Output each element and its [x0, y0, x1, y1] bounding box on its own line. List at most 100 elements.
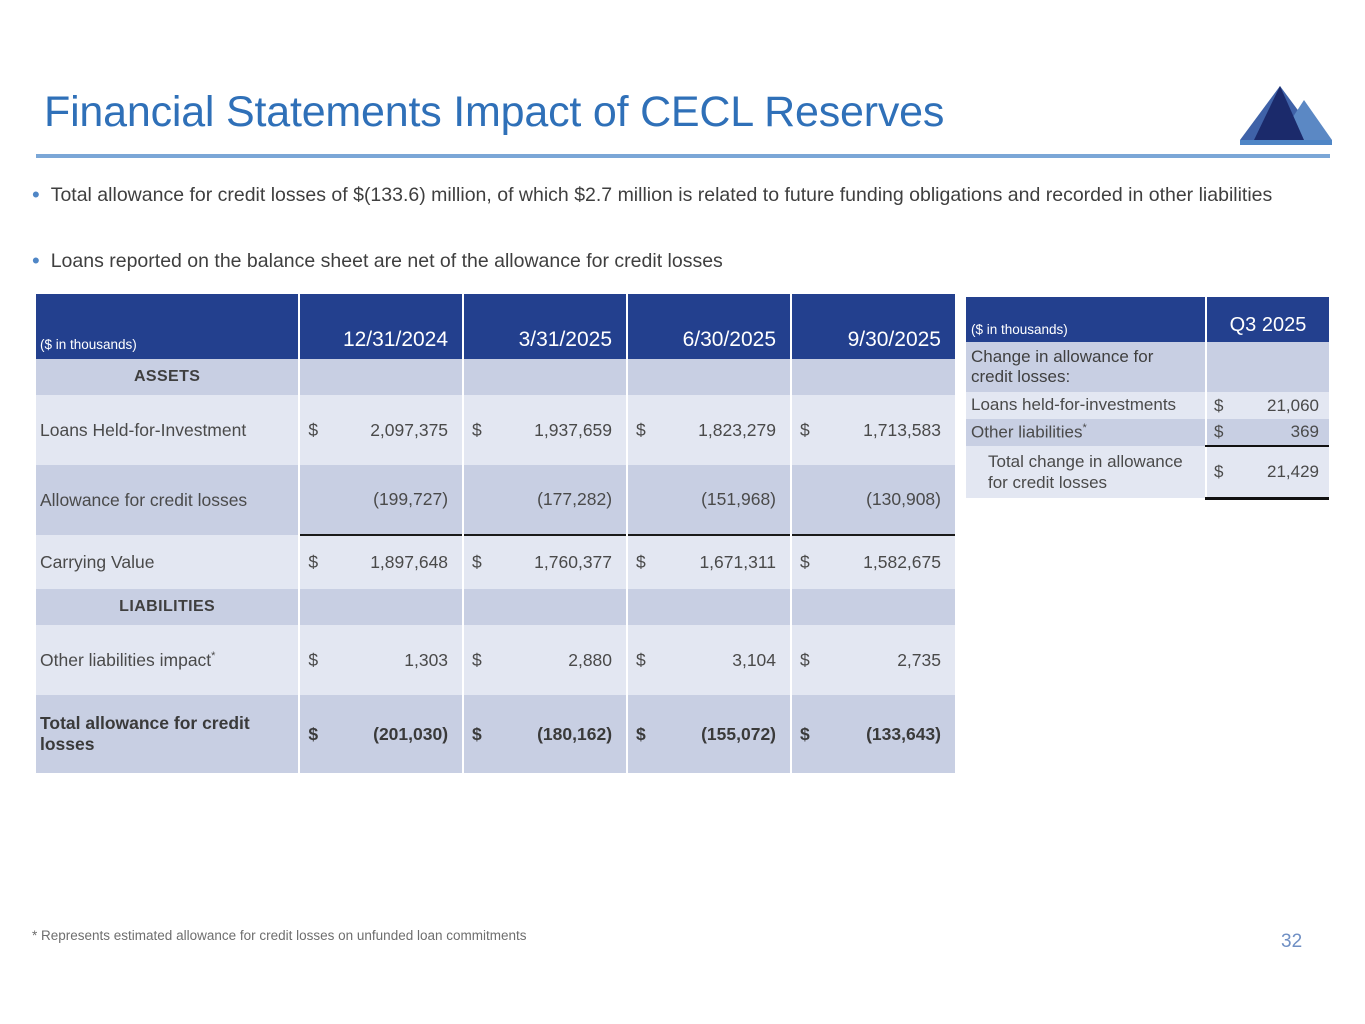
- unit-label: ($ in thousands): [966, 297, 1206, 342]
- cell-value: 2,735: [897, 649, 941, 670]
- currency-symbol: $: [462, 695, 497, 773]
- currency-symbol: $: [298, 625, 334, 695]
- spacer-cell: [790, 359, 955, 395]
- cell-value: (133,643): [866, 723, 941, 744]
- section-row-assets: ASSETS: [36, 359, 955, 395]
- cell-value: (155,072): [701, 723, 777, 744]
- cell-value: (199,727): [373, 489, 449, 509]
- currency-symbol: $: [626, 395, 661, 465]
- section-label-assets: ASSETS: [133, 368, 201, 385]
- table-row: Other liabilities impact* $ 1,303 $ 2,88…: [36, 625, 955, 695]
- column-header-q3: Q3 2025: [1204, 297, 1329, 342]
- cell-value: 1,713,583: [863, 419, 941, 440]
- currency-symbol: $: [1204, 392, 1236, 419]
- cell-value: 21,429: [1235, 446, 1329, 500]
- section-label: Change in allowance for credit losses:: [971, 346, 1154, 386]
- currency-symbol: $: [790, 695, 825, 773]
- cell-value: 1,937,659: [534, 419, 613, 440]
- currency-symbol: $: [1204, 419, 1236, 447]
- cell-value: (201,030): [373, 723, 449, 744]
- spacer-cell: [626, 359, 792, 395]
- spacer-cell: [462, 359, 628, 395]
- row-label-text: Other liabilities impact: [40, 649, 212, 670]
- spacer-cell: [298, 589, 464, 625]
- cell-value: 369: [1235, 419, 1329, 447]
- side-table-header-row: ($ in thousands) Q3 2025: [966, 297, 1329, 342]
- currency-symbol: [462, 465, 497, 535]
- currency-symbol: [790, 465, 825, 535]
- cell-value: (177,282): [537, 489, 613, 509]
- currency-symbol: [626, 465, 661, 535]
- page-number: 32: [1281, 931, 1303, 952]
- row-label: Total allowance for credit losses: [40, 713, 250, 754]
- cell-value: 2,880: [568, 649, 613, 670]
- currency-symbol: $: [626, 625, 661, 695]
- spacer-cell: [462, 589, 628, 625]
- currency-symbol: $: [462, 625, 497, 695]
- row-label: Other liabilities impact*: [36, 625, 299, 695]
- cell-value: 1,760,377: [496, 534, 628, 589]
- row-label: Other liabilities*: [966, 419, 1206, 446]
- row-label: Loans Held-for-Investment: [40, 419, 247, 440]
- section-row-liabilities: LIABILITIES: [36, 589, 955, 625]
- cell-value: 1,303: [404, 649, 449, 670]
- footnote-marker: *: [1082, 421, 1087, 434]
- row-label: Carrying Value: [40, 551, 155, 572]
- unit-label: ($ in thousands): [36, 294, 300, 359]
- currency-symbol: $: [298, 534, 334, 589]
- column-header-1: 12/31/2024: [298, 294, 464, 359]
- cell-value: (130,908): [866, 489, 941, 509]
- table-header-row: ($ in thousands) 12/31/2024 3/31/2025 6/…: [36, 294, 955, 359]
- currency-symbol: $: [790, 625, 825, 695]
- spacer-cell: [1204, 342, 1329, 392]
- currency-symbol: $: [790, 534, 825, 589]
- cell-value: 1,897,648: [333, 534, 464, 589]
- cell-value: 2,097,375: [370, 419, 449, 440]
- bullet-item: • Total allowance for credit losses of $…: [32, 182, 1332, 210]
- bullet-item: • Loans reported on the balance sheet ar…: [32, 248, 1332, 276]
- mountain-logo: [1232, 84, 1336, 148]
- table-row-total: Total allowance for credit losses $ (201…: [36, 695, 955, 773]
- row-label-text: Other liabilities: [971, 422, 1083, 442]
- title-divider: [36, 154, 1330, 158]
- financial-statements-table: ($ in thousands) 12/31/2024 3/31/2025 6/…: [36, 294, 955, 773]
- spacer-cell: [790, 589, 955, 625]
- currency-symbol: $: [626, 695, 661, 773]
- currency-symbol: $: [462, 534, 497, 589]
- spacer-cell: [298, 359, 464, 395]
- footnote-marker: *: [211, 649, 216, 662]
- bullet-dot-icon: •: [32, 182, 40, 207]
- section-label-liabilities: LIABILITIES: [119, 598, 216, 615]
- currency-symbol: $: [1204, 446, 1236, 500]
- bullet-dot-icon: •: [32, 248, 40, 273]
- cell-value: 1,671,311: [660, 534, 792, 589]
- page-title: Financial Statements Impact of CECL Rese…: [44, 88, 945, 136]
- cell-value: 1,823,279: [698, 419, 777, 440]
- row-label: Allowance for credit losses: [40, 489, 248, 510]
- currency-symbol: $: [298, 695, 334, 773]
- table-row-subtotal: Carrying Value $ 1,897,648 $ 1,760,377 $…: [36, 534, 955, 589]
- cell-value: 3,104: [732, 649, 777, 670]
- column-header-2: 3/31/2025: [462, 294, 628, 359]
- table-row-total: Total change in allowance for credit los…: [966, 446, 1329, 500]
- cell-value: (180,162): [537, 723, 613, 744]
- column-header-4: 9/30/2025: [790, 294, 955, 359]
- bullet-text: Total allowance for credit losses of $(1…: [50, 184, 1273, 206]
- side-section-row: Change in allowance for credit losses:: [966, 342, 1329, 392]
- bullet-text: Loans reported on the balance sheet are …: [50, 250, 723, 272]
- cell-value: 1,582,675: [824, 534, 955, 589]
- currency-symbol: $: [626, 534, 661, 589]
- table-row: Allowance for credit losses (199,727) (1…: [36, 465, 955, 535]
- change-in-allowance-table: ($ in thousands) Q3 2025 Change in allow…: [966, 297, 1329, 500]
- footnote-text: * Represents estimated allowance for cre…: [32, 928, 527, 943]
- column-header-3: 6/30/2025: [626, 294, 792, 359]
- cell-value: (151,968): [701, 489, 777, 509]
- currency-symbol: [298, 465, 334, 535]
- table-row: Other liabilities* $ 369: [966, 419, 1329, 447]
- table-row: Loans Held-for-Investment $ 2,097,375 $ …: [36, 395, 955, 465]
- row-label: Total change in allowance for credit los…: [988, 451, 1183, 492]
- currency-symbol: $: [790, 395, 825, 465]
- currency-symbol: $: [462, 395, 497, 465]
- cell-value: 21,060: [1267, 395, 1319, 415]
- table-row: Loans held-for-investments $ 21,060: [966, 392, 1329, 419]
